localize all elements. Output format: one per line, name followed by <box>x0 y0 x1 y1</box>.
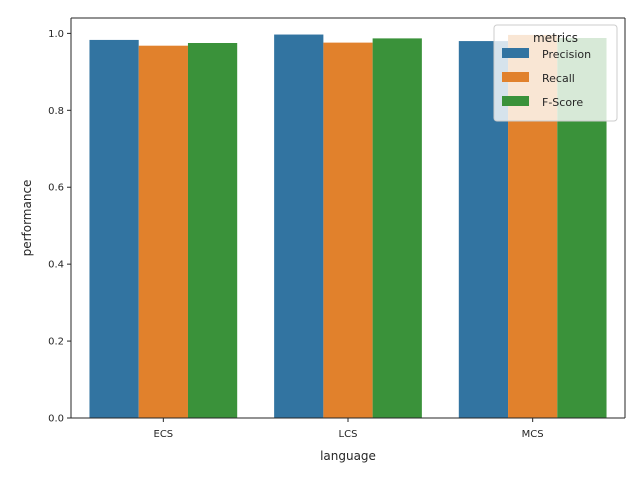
y-tick-label: 0.8 <box>48 106 64 117</box>
legend-title: metrics <box>533 31 578 45</box>
bars-group <box>89 34 607 419</box>
y-tick-label: 0.4 <box>48 260 64 271</box>
legend-label: F-Score <box>542 96 583 109</box>
bar-f-score-ecs <box>187 43 238 418</box>
legend: metrics Precision Recall F-Score <box>493 24 618 122</box>
y-tick-label: 1.0 <box>48 29 64 40</box>
y-ticks-group: 0.0 0.2 0.4 0.6 0.8 1.0 <box>48 29 71 425</box>
x-axis-label: language <box>320 449 376 463</box>
bar-precision-ecs <box>89 39 139 419</box>
legend-label: Precision <box>542 48 591 61</box>
y-axis-label: performance <box>20 180 34 257</box>
y-tick-label: 0.6 <box>48 183 64 194</box>
x-tick-label: MCS <box>522 429 544 440</box>
legend-swatch <box>502 48 529 58</box>
bar-f-score-lcs <box>372 38 422 419</box>
x-tick-label: LCS <box>339 429 358 440</box>
legend-swatch <box>502 72 529 82</box>
y-tick-label: 0.2 <box>48 337 64 348</box>
bar-precision-lcs <box>274 34 324 419</box>
bar-recall-lcs <box>323 42 373 418</box>
x-tick-label: ECS <box>154 429 174 440</box>
bar-recall-ecs <box>138 45 188 418</box>
legend-swatch <box>502 96 529 106</box>
y-tick-label: 0.0 <box>48 414 64 425</box>
legend-label: Recall <box>542 72 575 85</box>
x-ticks-group: ECS LCS MCS <box>154 418 544 440</box>
